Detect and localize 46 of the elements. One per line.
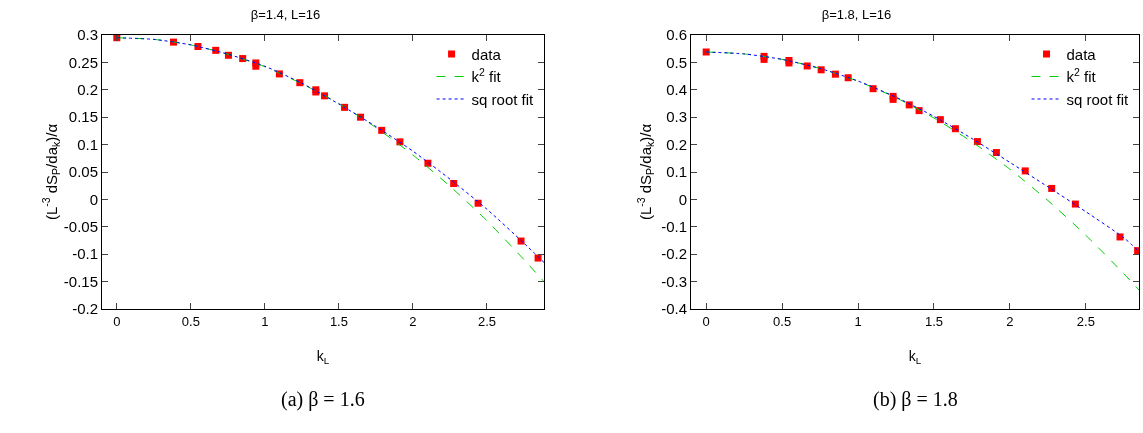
- legend-label: sq root fit: [1066, 90, 1130, 108]
- y-tick-label: 0.3: [666, 108, 687, 126]
- x-tick-label: 0.5: [181, 313, 200, 329]
- y-tick-label: 0.1: [666, 163, 687, 181]
- legend-label: data: [471, 45, 502, 63]
- y-tick-label: 0.1: [77, 135, 98, 153]
- y-tick-label: 0.5: [666, 53, 687, 71]
- x-axis-title: k$_{L}$: [908, 348, 922, 366]
- x-tick-label: 2.5: [1076, 313, 1095, 329]
- y-tick-label: -0.05: [63, 218, 98, 236]
- legend-label: k$^{2}$ fit: [471, 66, 502, 86]
- y-tick-label: 0.2: [77, 81, 98, 99]
- y-tick-label: -0.1: [661, 218, 687, 236]
- chart-title: β=1.8, L=16: [821, 7, 892, 23]
- y-tick-label: -0.2: [661, 245, 687, 263]
- legend-label: data: [1066, 45, 1097, 63]
- x-tick-label: 2: [409, 313, 417, 329]
- x-tick-label: 1: [261, 313, 269, 329]
- y-tick-label: 0: [678, 190, 687, 208]
- y-tick-label: -0.15: [63, 272, 98, 290]
- y-tick-label: 0.25: [68, 53, 98, 71]
- y-tick-label: 0: [89, 190, 98, 208]
- x-tick-label: 0: [113, 313, 121, 329]
- x-axis-title: k$_{L}$: [316, 348, 330, 366]
- y-tick-label: -0.4: [661, 300, 687, 318]
- legend-label: k$^{2}$ fit: [1066, 66, 1097, 86]
- x-tick-label: 0: [702, 313, 710, 329]
- y-tick-label: 0.05: [68, 163, 98, 181]
- x-tick-label: 1.5: [329, 313, 348, 329]
- y-tick-label: -0.1: [72, 245, 98, 263]
- text: (b) β = 1.8: [873, 388, 958, 411]
- y-tick-label: 0.15: [68, 108, 98, 126]
- y-tick-label: -0.2: [72, 300, 98, 318]
- y-tick-label: 0.2: [666, 135, 687, 153]
- text: (a) β = 1.6: [281, 388, 365, 411]
- x-tick-label: 0.5: [773, 313, 792, 329]
- x-tick-label: 1: [854, 313, 862, 329]
- y-tick-label: 0.3: [77, 26, 98, 44]
- y-tick-label: -0.3: [661, 272, 687, 290]
- legend-label: sq root fit: [471, 90, 535, 108]
- x-tick-label: 2: [1006, 313, 1014, 329]
- y-tick-label: 0.6: [666, 26, 687, 44]
- y-tick-label: 0.4: [666, 81, 687, 99]
- x-tick-label: 2.5: [477, 313, 497, 329]
- x-tick-label: 1.5: [924, 313, 944, 329]
- chart-title: β=1.4, L=16: [250, 7, 321, 23]
